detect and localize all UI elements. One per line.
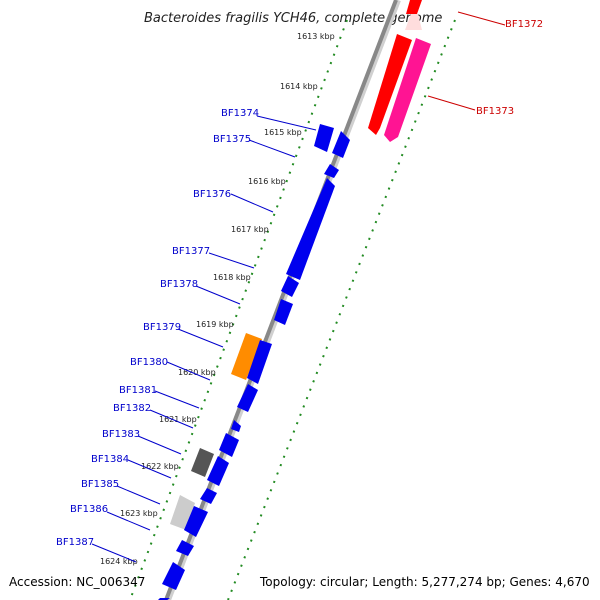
gene-label-bf1377[interactable]: BF1377 bbox=[172, 246, 210, 257]
ruler-label: 1618 kbp bbox=[213, 273, 251, 282]
gene-bf1373[interactable] bbox=[384, 38, 431, 142]
ruler-label: 1623 kbp bbox=[120, 509, 158, 518]
leader-line bbox=[166, 361, 211, 381]
gene-label-bf1384[interactable]: BF1384 bbox=[91, 454, 129, 465]
ruler-label: 1616 kbp bbox=[248, 177, 286, 186]
gene-bf1372-highlight bbox=[405, 14, 422, 30]
leader-line bbox=[149, 409, 194, 429]
ruler-label: 1614 kbp bbox=[280, 82, 318, 91]
ruler: 1613 kbp 1614 kbp 1615 kbp 1616 kbp 1617… bbox=[100, 32, 335, 566]
gene-bf1384-dark[interactable] bbox=[191, 448, 214, 477]
gene-labels: BF1372 BF1373 BF1374 BF1375 BF1376 BF137… bbox=[56, 11, 543, 563]
gene-bf1378[interactable] bbox=[274, 299, 293, 325]
gene-label-bf1375[interactable]: BF1375 bbox=[213, 134, 251, 145]
gene-bf1375[interactable] bbox=[332, 131, 350, 158]
gene-label-bf1373[interactable]: BF1373 bbox=[476, 106, 514, 117]
gene-bf1381[interactable] bbox=[237, 384, 258, 412]
gene-bf1384[interactable] bbox=[207, 456, 229, 486]
gene-label-bf1386[interactable]: BF1386 bbox=[70, 504, 108, 515]
gene-bf1385[interactable] bbox=[200, 488, 217, 504]
gene-label-bf1382[interactable]: BF1382 bbox=[113, 403, 151, 414]
gene-label-bf1381[interactable]: BF1381 bbox=[119, 385, 157, 396]
gene-label-bf1372[interactable]: BF1372 bbox=[505, 19, 543, 30]
forward-genes bbox=[158, 124, 350, 600]
gene-bf1380[interactable] bbox=[247, 340, 272, 384]
leader-line bbox=[116, 485, 161, 505]
left-tick-track bbox=[129, 19, 348, 600]
accession-text: Accession: NC_006347 bbox=[9, 575, 145, 589]
genome-stats-text: Topology: circular; Length: 5,277,274 bp… bbox=[259, 575, 590, 589]
gene-label-bf1385[interactable]: BF1385 bbox=[81, 479, 119, 490]
gene-bf1374[interactable] bbox=[314, 124, 334, 152]
leader-line bbox=[256, 115, 317, 131]
ruler-label: 1620 kbp bbox=[178, 368, 216, 377]
gene-bf1377[interactable] bbox=[281, 276, 299, 297]
leader-line bbox=[230, 193, 274, 213]
right-tick-track bbox=[227, 19, 456, 600]
ruler-label: 1621 kbp bbox=[159, 415, 197, 424]
gene-label-bf1378[interactable]: BF1378 bbox=[160, 279, 198, 290]
gene-bf1372-top[interactable] bbox=[406, 0, 422, 14]
leader-line bbox=[248, 139, 296, 158]
gene-small-a[interactable] bbox=[324, 164, 339, 178]
ruler-label: 1617 kbp bbox=[231, 225, 269, 234]
genome-title: Bacteroides fragilis YCH46, complete gen… bbox=[144, 11, 442, 26]
gene-label-bf1374[interactable]: BF1374 bbox=[221, 108, 259, 119]
leader-line bbox=[91, 543, 137, 563]
leader-line bbox=[208, 252, 255, 269]
gene-bf1387[interactable] bbox=[176, 540, 194, 556]
leader-line bbox=[154, 390, 200, 409]
gene-bf1383[interactable] bbox=[219, 433, 239, 457]
gene-bf1379[interactable] bbox=[231, 333, 262, 380]
gene-label-bf1379[interactable]: BF1379 bbox=[143, 322, 181, 333]
ruler-label: 1622 kbp bbox=[141, 462, 179, 471]
leader-line bbox=[195, 285, 241, 305]
leader-line bbox=[457, 11, 506, 26]
gene-next[interactable] bbox=[162, 562, 185, 590]
gene-label-bf1380[interactable]: BF1380 bbox=[130, 357, 168, 368]
ruler-label: 1624 kbp bbox=[100, 557, 138, 566]
ruler-label: 1615 kbp bbox=[264, 128, 302, 137]
leader-line bbox=[106, 511, 151, 531]
leader-line bbox=[177, 328, 224, 348]
gene-label-bf1376[interactable]: BF1376 bbox=[193, 189, 231, 200]
gene-bf1376[interactable] bbox=[286, 178, 335, 280]
gene-label-bf1387[interactable]: BF1387 bbox=[56, 537, 94, 548]
ruler-label: 1613 kbp bbox=[297, 32, 335, 41]
ruler-label: 1619 kbp bbox=[196, 320, 234, 329]
reverse-genes bbox=[368, 0, 431, 142]
leader-line bbox=[137, 435, 182, 455]
leader-line bbox=[427, 95, 476, 111]
gene-bf1386[interactable] bbox=[184, 506, 208, 537]
leader-line bbox=[127, 459, 172, 479]
gene-bf1372[interactable] bbox=[368, 34, 412, 135]
gene-label-bf1383[interactable]: BF1383 bbox=[102, 429, 140, 440]
gene-bf1382[interactable] bbox=[231, 420, 241, 432]
